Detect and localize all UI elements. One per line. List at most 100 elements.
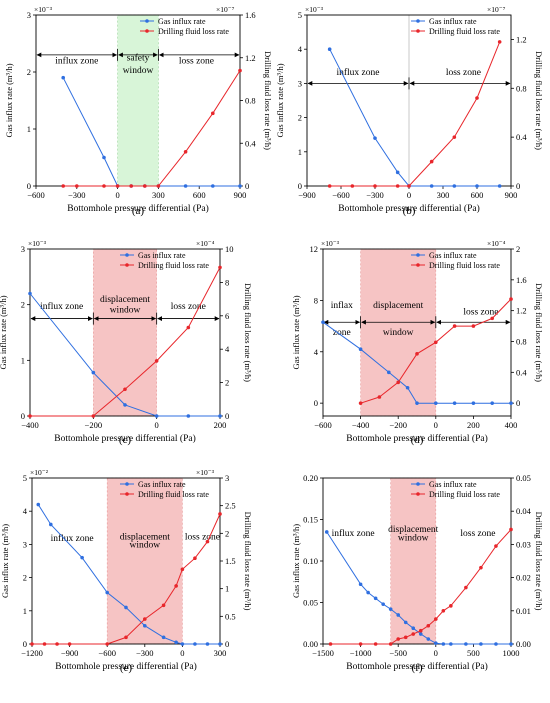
x-tick-label: 600 — [193, 190, 206, 200]
gas-influx-point — [180, 642, 185, 646]
y-right-tick-label: 1.2 — [516, 34, 527, 44]
y-left-tick-label: 5 — [298, 10, 302, 20]
legend-gas-label: Gas influx rate — [138, 251, 186, 260]
gas-influx-point — [183, 184, 188, 188]
zone-label: influx zone — [51, 533, 94, 544]
gas-influx-point — [434, 641, 438, 645]
y-right-tick-label: 0.8 — [516, 83, 527, 93]
fluid-loss-point — [143, 617, 147, 621]
x-tick-label: −900 — [61, 648, 79, 658]
gas-influx-point — [205, 642, 210, 646]
zone-label: inflax — [331, 300, 353, 311]
gas-influx-point — [497, 184, 502, 188]
x-tick-label: −600 — [314, 420, 332, 430]
y-left-tick-label: 8 — [314, 295, 318, 305]
y-left-tick-label: 0.15 — [303, 515, 318, 525]
y-left-tick-label: 2 — [21, 300, 25, 310]
gas-influx-point — [327, 47, 332, 51]
fluid-loss-point — [124, 635, 128, 640]
x-tick-label: 1000 — [503, 648, 520, 658]
fluid-loss-point — [373, 184, 377, 188]
fluid-loss-point — [91, 414, 96, 418]
gas-influx-line — [29, 293, 220, 417]
fluid-loss-line — [329, 41, 501, 187]
legend-fluid-label: Drilling fluid loss rate — [429, 27, 500, 36]
x-tick-label: −400 — [21, 420, 39, 430]
chart-panel-d: −600 −400 −200 0 200 400 0 4 8 12 0 0.4 0.8 1.2 1.6 2 ×1… — [291, 239, 544, 446]
gas-influx-point — [452, 401, 457, 405]
gas-influx-point — [449, 642, 453, 646]
fluid-loss-line — [330, 529, 512, 645]
gas-influx-point — [387, 370, 391, 375]
y-right-tick-label: 0.03 — [516, 539, 531, 549]
x-tick-label: 200 — [467, 420, 480, 430]
fluid-loss-point — [180, 567, 185, 572]
legend-gas-marker — [416, 253, 420, 257]
x-tick-label: −300 — [136, 648, 154, 658]
y-left-tick-label: 0 — [21, 411, 25, 421]
fluid-loss-point — [327, 184, 332, 188]
fluid-loss-point — [238, 68, 242, 73]
gas-influx-point — [490, 401, 495, 405]
y-left-tick-label: 0.20 — [303, 473, 318, 483]
zone-label: displacement — [120, 532, 170, 542]
fluid-loss-point — [388, 642, 393, 646]
gas-influx-point — [395, 170, 400, 175]
y-right-tick-label: 6 — [225, 311, 229, 321]
fluid-loss-point — [193, 556, 197, 561]
fluid-loss-point — [30, 642, 34, 646]
gas-influx-point — [405, 385, 410, 390]
gas-influx-point — [49, 522, 53, 527]
gas-influx-line — [329, 48, 500, 187]
x-tick-label: 400 — [505, 420, 518, 430]
y-left-tick-label: 0 — [314, 398, 318, 408]
y-right-tick-label: 8 — [225, 277, 229, 287]
gas-influx-point — [321, 320, 325, 325]
y-right-tick-label: 1.2 — [516, 306, 527, 316]
plot-frame — [322, 248, 512, 417]
fluid-loss-point — [105, 642, 109, 646]
x-tick-label: −600 — [98, 648, 116, 658]
zone-label: loss zone — [463, 308, 498, 318]
gas-influx-point — [426, 637, 431, 641]
x-tick-label: −900 — [298, 190, 316, 200]
x-tick-label: 500 — [467, 648, 480, 658]
fluid-loss-point — [490, 316, 495, 321]
y-right-tick-label: 0.04 — [516, 506, 532, 516]
y-right-axis-label: Drilling fluid loss rate (m³/h) — [243, 283, 253, 382]
y-right-exponent: ×10⁻³ — [196, 468, 215, 477]
y-left-axis-label: Gas influx rate (m³/h) — [291, 524, 301, 598]
gas-influx-point — [441, 642, 446, 646]
gas-influx-point — [124, 605, 128, 610]
gas-influx-point — [373, 136, 377, 140]
fluid-loss-point — [161, 603, 166, 608]
y-left-tick-label: 1 — [21, 355, 25, 365]
x-tick-label: 300 — [437, 190, 450, 200]
x-tick-label: 300 — [214, 648, 227, 658]
gas-influx-point — [161, 635, 166, 640]
gas-influx-point — [324, 530, 329, 534]
y-right-tick-label: 2 — [225, 528, 229, 538]
y-left-axis-label: Gas influx rate (m³/h) — [291, 295, 301, 369]
fluid-loss-point — [441, 609, 446, 613]
gas-influx-point — [218, 642, 222, 646]
y-left-tick-label: 3 — [298, 78, 302, 88]
y-left-tick-label: 0.00 — [303, 639, 318, 649]
gas-influx-point — [174, 640, 178, 645]
zone-label: window — [129, 541, 160, 551]
y-right-tick-label: 0.8 — [516, 336, 527, 346]
zone-label: influx zone — [332, 528, 375, 539]
y-left-tick-label: 1 — [23, 606, 27, 616]
chart-panel-b: −900 −600 −300 0 300 600 90001234500.40.81.2×1… — [275, 5, 544, 217]
fluid-loss-point — [494, 544, 498, 548]
zone-label: loss zone — [185, 532, 220, 542]
displacement-window-band — [390, 477, 437, 645]
gas-influx-point — [434, 401, 438, 405]
legend-fluid-marker — [416, 29, 420, 33]
x-tick-label: −200 — [85, 420, 103, 430]
gas-influx-point — [36, 502, 41, 507]
fluid-loss-point — [411, 632, 416, 636]
fluid-loss-point — [471, 324, 476, 328]
